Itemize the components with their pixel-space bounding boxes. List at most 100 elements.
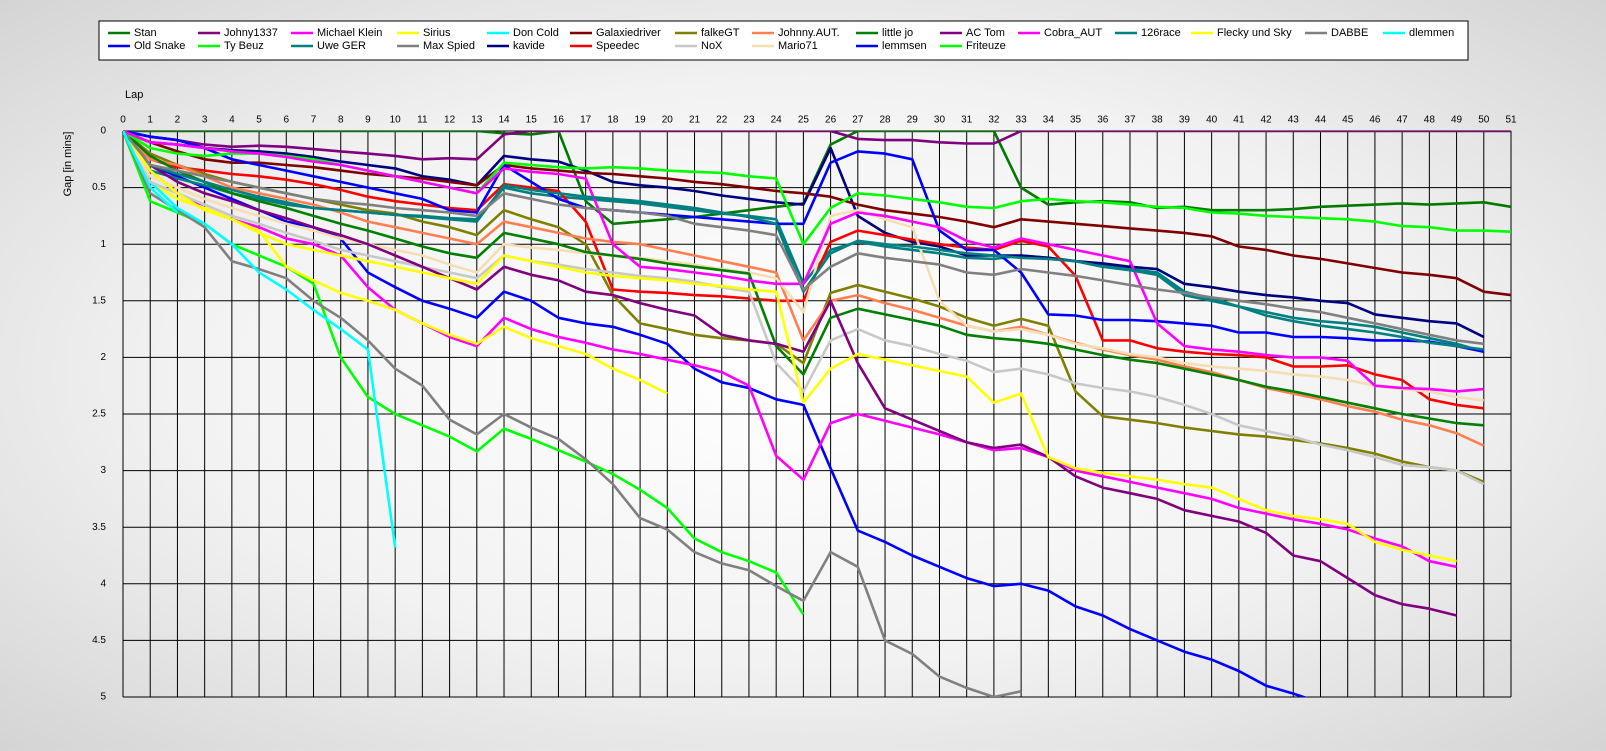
x-tick-label: 3 — [202, 115, 208, 126]
series-line — [123, 131, 1511, 161]
legend-label: Stan — [134, 27, 157, 39]
x-tick-label: 11 — [417, 115, 428, 126]
x-tick-label: 29 — [907, 115, 919, 126]
x-tick-label: 27 — [852, 115, 864, 126]
series-line — [123, 131, 1485, 339]
x-tick-label: 25 — [798, 115, 810, 126]
y-axis-title: Gap [in mins] — [62, 132, 74, 197]
x-tick-label: 6 — [284, 115, 290, 126]
x-tick-label: 15 — [526, 115, 538, 126]
x-axis-title: Lap — [125, 89, 143, 101]
x-tick-label: 36 — [1097, 115, 1109, 126]
series-line — [123, 131, 1457, 563]
series-line — [123, 131, 1484, 393]
y-tick-label: 0 — [100, 126, 106, 137]
x-tick-label: 50 — [1478, 115, 1490, 126]
x-tick-label: 0 — [120, 115, 126, 126]
x-tick-label: 44 — [1315, 115, 1327, 126]
legend-label: falkeGT — [701, 27, 740, 39]
legend-label: Uwe GER — [317, 40, 366, 52]
x-tick-label: 13 — [471, 115, 483, 126]
series-line — [123, 131, 1484, 410]
x-tick-label: 22 — [716, 115, 728, 126]
legend-box — [98, 20, 1469, 61]
x-tick-label: 26 — [825, 115, 837, 126]
series-line — [123, 131, 1022, 697]
series-line — [123, 131, 1485, 353]
x-tick-label: 20 — [662, 115, 674, 126]
x-tick-label: 23 — [743, 115, 755, 126]
series-line — [123, 131, 179, 214]
x-tick-label: 49 — [1451, 115, 1463, 126]
x-tick-label: 43 — [1288, 115, 1300, 126]
legend-label: Speedec — [596, 40, 640, 52]
legend-label: Sirius — [423, 27, 451, 39]
x-tick-label: 32 — [988, 115, 1000, 126]
x-tick-label: 38 — [1152, 115, 1164, 126]
x-tick-label: 19 — [635, 115, 647, 126]
x-tick-label: 9 — [365, 115, 371, 126]
legend-label: Michael Klein — [317, 27, 382, 39]
y-tick-label: 3.5 — [92, 522, 106, 533]
series-line — [123, 131, 668, 395]
x-tick-label: 16 — [553, 115, 565, 126]
legend-label: 126race — [1141, 27, 1181, 39]
legend-label: Max Spied — [423, 40, 475, 52]
x-tick-label: 35 — [1070, 115, 1082, 126]
x-tick-label: 51 — [1505, 115, 1517, 126]
legend-label: Johnny.AUT. — [778, 27, 840, 39]
x-tick-label: 34 — [1043, 115, 1055, 126]
plot-lines — [123, 131, 1511, 697]
series-line — [123, 131, 1484, 402]
legend-label: AC Tom — [966, 27, 1005, 39]
x-tick-label: 30 — [934, 115, 946, 126]
y-tick-label: 2.5 — [92, 409, 106, 420]
x-tick-label: 46 — [1369, 115, 1381, 126]
x-tick-label: 33 — [1016, 115, 1028, 126]
legend-label: Cobra_AUT — [1044, 27, 1102, 39]
x-tick-label: 31 — [961, 115, 973, 126]
x-tick-label: 1 — [147, 115, 153, 126]
y-tick-label: 4 — [100, 578, 106, 589]
legend-label: NoX — [701, 40, 723, 52]
legend-label: lemmsen — [882, 40, 927, 52]
x-tick-label: 48 — [1424, 115, 1436, 126]
x-tick-label: 37 — [1124, 115, 1136, 126]
legend-label: Ty Beuz — [224, 40, 264, 52]
series-line — [123, 131, 397, 548]
series-line — [123, 131, 1457, 569]
x-tick-label: 21 — [689, 115, 701, 126]
x-tick-label: 4 — [229, 115, 235, 126]
x-tick-label: 8 — [338, 115, 344, 126]
series-line — [123, 131, 1484, 427]
legend-label: little jo — [882, 27, 913, 39]
x-tick-label: 12 — [444, 115, 456, 126]
legend-label: Don Cold — [513, 27, 559, 39]
x-tick-label: 18 — [607, 115, 619, 126]
y-tick-label: 0.5 — [92, 182, 106, 193]
y-tick-label: 4.5 — [92, 635, 106, 646]
x-tick-label: 17 — [580, 115, 592, 126]
y-tick-label: 1.5 — [92, 295, 106, 306]
legend-label: Johny1337 — [224, 27, 278, 39]
y-tick-label: 5 — [100, 692, 106, 703]
legend-label: Old Snake — [134, 40, 185, 52]
x-tick-label: 24 — [771, 115, 783, 126]
x-tick-label: 2 — [175, 115, 181, 126]
legend-label: DABBE — [1331, 27, 1368, 39]
series-line — [123, 131, 1485, 484]
y-tick-label: 1 — [100, 239, 106, 250]
y-tick-label: 2 — [100, 352, 106, 363]
x-tick-label: 45 — [1342, 115, 1354, 126]
legend-label: Flecky und Sky — [1217, 27, 1292, 39]
x-tick-label: 41 — [1233, 115, 1245, 126]
x-tick-label: 28 — [879, 115, 891, 126]
legend-label: Galaxiedriver — [596, 27, 661, 39]
x-tick-label: 14 — [498, 115, 510, 126]
x-tick-label: 39 — [1179, 115, 1191, 126]
x-tick-label: 47 — [1397, 115, 1409, 126]
x-tick-label: 5 — [256, 115, 262, 126]
